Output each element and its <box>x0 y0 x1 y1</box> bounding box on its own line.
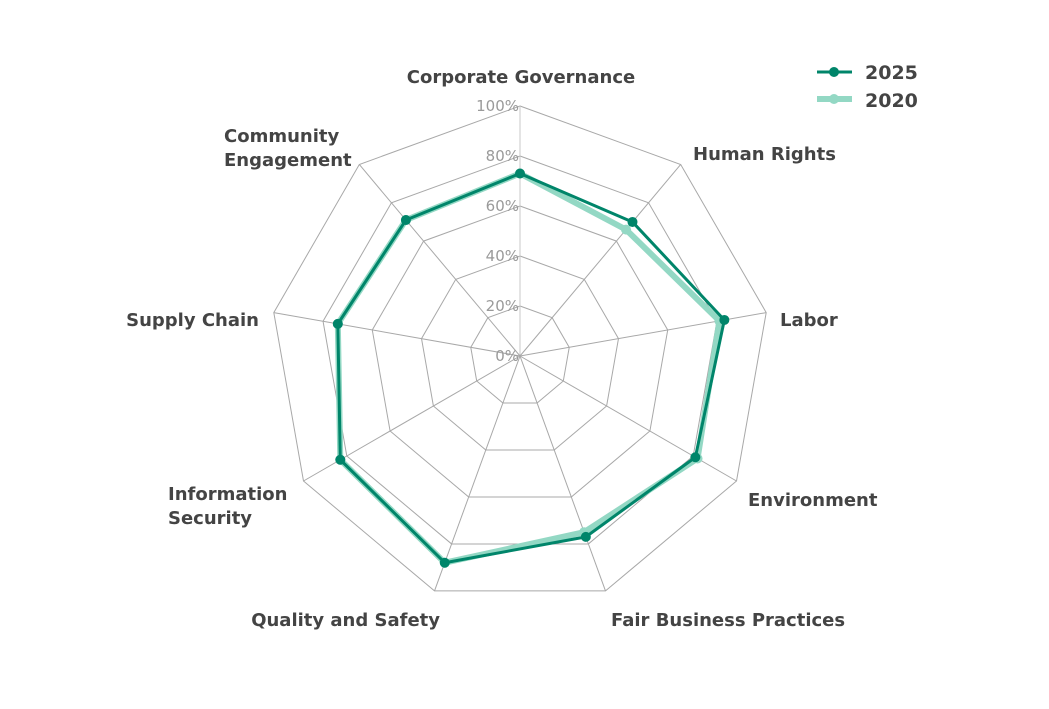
data-point-2025[interactable] <box>335 454 346 465</box>
tick-label: 20% <box>486 297 519 315</box>
category-label: Environment <box>748 490 878 511</box>
category-label: Quality and Safety <box>251 610 440 631</box>
tick-label: 40% <box>486 247 519 265</box>
data-point-2025[interactable] <box>439 557 450 568</box>
legend-item-2025[interactable]: 2025 <box>817 62 918 84</box>
grid-ring <box>273 105 767 592</box>
legend-label-2025: 2025 <box>865 62 918 84</box>
legend-item-2020[interactable]: 2020 <box>817 90 918 112</box>
grid-spoke <box>519 355 606 592</box>
legend-label-2020: 2020 <box>865 90 918 112</box>
data-point-2025[interactable] <box>400 215 411 226</box>
category-label: Supply Chain <box>126 310 259 331</box>
data-point-2025[interactable] <box>515 168 525 179</box>
grid-spoke <box>519 164 682 357</box>
category-label: Human Rights <box>693 144 836 165</box>
radar-series <box>332 168 730 568</box>
grid-ring <box>470 305 570 404</box>
grid-ring <box>371 205 669 498</box>
series-2025 <box>332 168 730 568</box>
legend-marker-2020 <box>829 94 839 104</box>
data-point-2025[interactable] <box>332 318 343 329</box>
grid-ring <box>420 255 620 451</box>
category-label: Fair Business Practices <box>611 610 845 631</box>
data-point-2025[interactable] <box>627 216 638 227</box>
data-point-2025[interactable] <box>690 452 701 463</box>
series-2020 <box>332 168 725 568</box>
grid-spoke <box>273 312 521 357</box>
tick-label: 0% <box>495 347 519 365</box>
radar-grid <box>273 105 767 592</box>
radial-tick-labels: 0% 20% 40% 60% 80% 100% <box>476 97 519 365</box>
legend: 2025 2020 <box>817 62 918 112</box>
series-line-2025 <box>336 172 726 565</box>
category-labels: Corporate Governance Human Rights Labor Env… <box>126 67 878 631</box>
tick-label: 100% <box>476 97 519 115</box>
category-label: Community Engagement <box>224 126 352 171</box>
data-point-2025[interactable] <box>580 531 591 542</box>
data-point-2020[interactable] <box>621 224 632 235</box>
grid-spoke <box>358 164 521 357</box>
tick-label: 80% <box>486 147 519 165</box>
series-line-2020 <box>334 170 723 566</box>
data-point-2025[interactable] <box>719 314 730 325</box>
grid-spoke <box>434 355 521 592</box>
category-label: Labor <box>780 310 838 331</box>
grid-spoke <box>519 312 767 357</box>
legend-marker-2025 <box>829 67 839 77</box>
tick-label: 60% <box>486 197 519 215</box>
category-label: Corporate Governance <box>407 67 635 88</box>
category-label: Information Security <box>168 484 287 529</box>
